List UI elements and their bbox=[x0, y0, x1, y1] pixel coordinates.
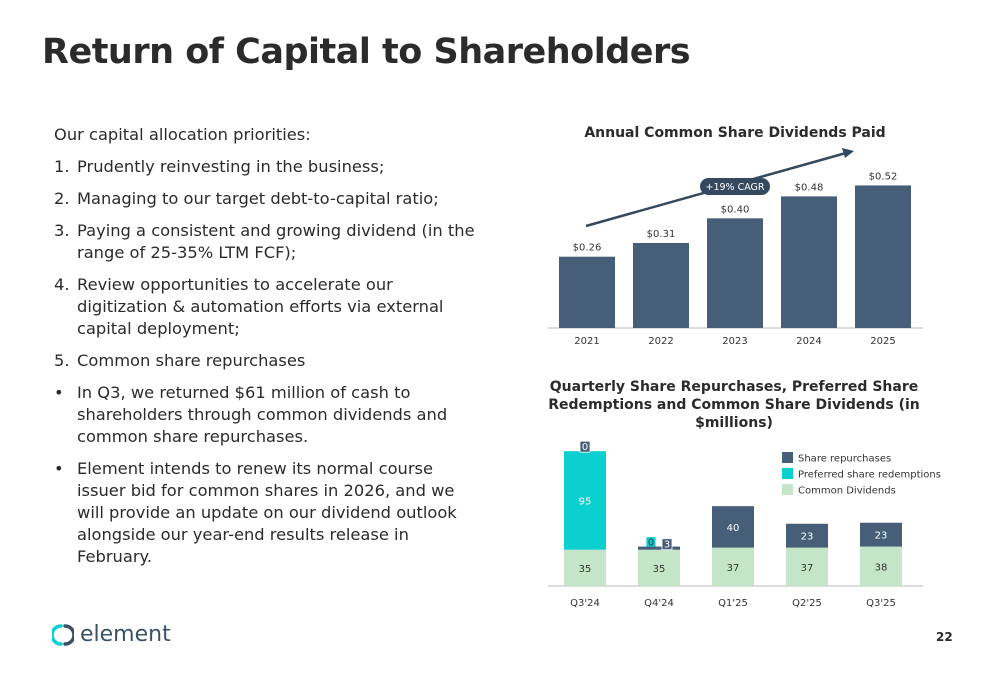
element-logo-icon bbox=[52, 623, 74, 646]
dividend-value-label: $0.40 bbox=[721, 204, 750, 215]
page-number: 22 bbox=[936, 630, 953, 644]
segment-value-label: 0 bbox=[582, 442, 588, 453]
stack-segment bbox=[564, 549, 606, 586]
segment-value-label: 95 bbox=[579, 496, 592, 507]
priority-marker: 2. bbox=[54, 189, 70, 208]
priorities-list: 1. Prudently reinvesting in the business;… bbox=[54, 156, 484, 372]
dividends-chart: $0.26 2021 $0.31 2022 $0.40 2023 $0.48 2024 $0.5… bbox=[548, 148, 923, 347]
stack-segment bbox=[638, 549, 680, 586]
segment-value-label: 35 bbox=[579, 564, 592, 575]
priority-text: Managing to our target debt-to-capital r… bbox=[77, 189, 439, 208]
priority-marker: 4. bbox=[54, 275, 70, 294]
segment-value-label: 38 bbox=[875, 562, 888, 573]
priorities-intro: Our capital allocation priorities: bbox=[54, 125, 311, 144]
small-value-chip bbox=[579, 440, 591, 453]
priority-item: 5. Common share repurchases bbox=[54, 350, 484, 372]
quarter-label: Q4'24 bbox=[644, 598, 674, 609]
capital-allocation-text: Our capital allocation priorities: 1. Pru… bbox=[54, 124, 484, 578]
dividend-bar bbox=[781, 196, 837, 328]
dividend-bar bbox=[633, 243, 689, 328]
segment-value-label: 40 bbox=[727, 523, 740, 534]
priority-item: 4. Review opportunities to accelerate our… bbox=[54, 274, 484, 340]
bullet-text: In Q3, we returned $61 million of cash t… bbox=[77, 383, 448, 446]
dividend-value-label: $0.48 bbox=[795, 182, 824, 193]
dividend-year-label: 2021 bbox=[574, 336, 599, 347]
segment-value-label: 3 bbox=[664, 540, 670, 551]
stack-segment bbox=[712, 547, 754, 586]
stack-segment bbox=[786, 523, 828, 548]
segment-value-label: 23 bbox=[801, 532, 814, 543]
repurchases-chart: 35950Q3'243503Q4'2437040Q1'2537023Q2'253… bbox=[548, 440, 941, 609]
dividend-year-label: 2023 bbox=[722, 336, 747, 347]
segment-value-label: 0 bbox=[648, 538, 654, 549]
legend-swatch bbox=[782, 484, 793, 495]
bullet-marker: • bbox=[54, 383, 64, 402]
priority-item: 3. Paying a consistent and growing divide… bbox=[54, 220, 484, 264]
priority-text: Prudently reinvesting in the business; bbox=[77, 157, 385, 176]
quarter-label: Q3'24 bbox=[570, 598, 600, 609]
quarter-label: Q1'25 bbox=[718, 598, 748, 609]
dividend-year-label: 2025 bbox=[870, 336, 895, 347]
priority-item: 1. Prudently reinvesting in the business; bbox=[54, 156, 484, 178]
legend-swatch bbox=[782, 468, 793, 479]
dividend-bar bbox=[855, 185, 911, 328]
bullet-item: • Element intends to renew its normal cou… bbox=[54, 458, 484, 568]
legend-label: Common Dividends bbox=[798, 486, 896, 497]
dividend-year-label: 2024 bbox=[796, 336, 821, 347]
legend-swatch bbox=[782, 452, 793, 463]
dividend-value-label: $0.26 bbox=[573, 243, 602, 254]
quarter-label: Q3'25 bbox=[866, 598, 896, 609]
legend-label: Share repurchases bbox=[798, 454, 891, 465]
priority-item: 2. Managing to our target debt-to-capital… bbox=[54, 188, 484, 210]
dividend-bar bbox=[559, 256, 615, 328]
dividend-year-label: 2022 bbox=[648, 336, 673, 347]
element-logo: element bbox=[52, 622, 171, 647]
bullet-text: Element intends to renew its normal cour… bbox=[77, 459, 457, 566]
priority-marker: 3. bbox=[54, 221, 70, 240]
dividends-chart-title: Annual Common Share Dividends Paid bbox=[584, 125, 886, 141]
stack-segment bbox=[564, 451, 606, 550]
segment-value-label: 37 bbox=[727, 563, 740, 574]
stack-segment bbox=[860, 522, 902, 547]
bullet-marker: • bbox=[54, 459, 64, 478]
repurchases-chart-title: Quarterly Share Repurchases, Preferred S… bbox=[548, 379, 920, 431]
priority-text: Paying a consistent and growing dividend… bbox=[77, 221, 475, 262]
priority-marker: 5. bbox=[54, 351, 70, 370]
dividend-value-label: $0.52 bbox=[869, 171, 898, 182]
priority-text: Common share repurchases bbox=[77, 351, 306, 370]
page-title: Return of Capital to Shareholders bbox=[42, 32, 691, 72]
element-logo-word: element bbox=[80, 622, 171, 647]
quarter-label: Q2'25 bbox=[792, 598, 822, 609]
small-value-chip bbox=[661, 538, 673, 551]
segment-value-label: 35 bbox=[653, 564, 666, 575]
bullet-item: • In Q3, we returned $61 million of cash … bbox=[54, 382, 484, 448]
dividend-value-label: $0.31 bbox=[647, 229, 676, 240]
priority-marker: 1. bbox=[54, 157, 70, 176]
commentary-bullets: • In Q3, we returned $61 million of cash … bbox=[54, 382, 484, 568]
legend-label: Preferred share redemptions bbox=[798, 470, 941, 481]
cagr-label: +19% CAGR bbox=[705, 182, 764, 193]
stack-segment bbox=[638, 546, 680, 550]
dividend-bar bbox=[707, 218, 763, 328]
segment-value-label: 37 bbox=[801, 563, 814, 574]
cagr-badge bbox=[700, 178, 770, 195]
stack-segment bbox=[860, 546, 902, 586]
stack-segment bbox=[786, 547, 828, 586]
segment-value-label: 23 bbox=[875, 531, 888, 542]
priority-text: Review opportunities to accelerate our d… bbox=[77, 275, 444, 338]
growth-arrow-head bbox=[842, 148, 854, 158]
stack-segment bbox=[712, 506, 754, 548]
